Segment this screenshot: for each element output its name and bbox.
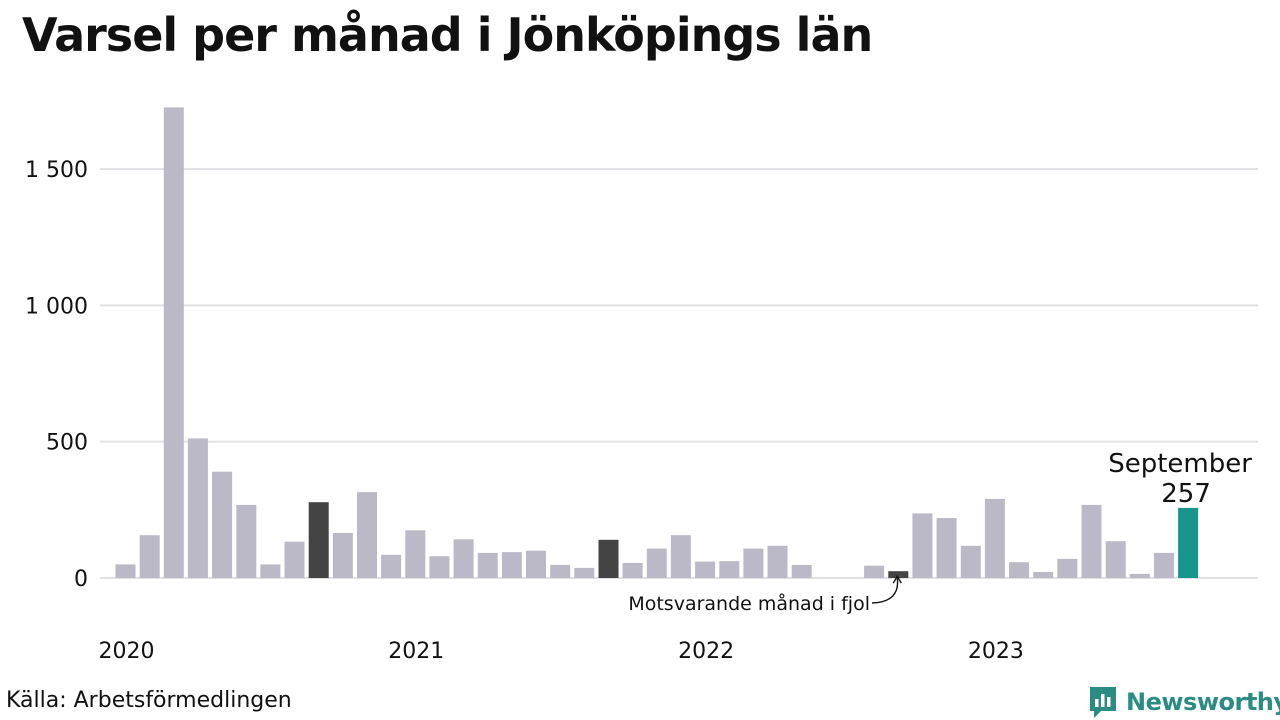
- bar-comparison: [598, 539, 619, 578]
- bar: [719, 561, 740, 578]
- bar: [1033, 572, 1054, 578]
- bar: [187, 438, 208, 578]
- bar: [332, 533, 353, 578]
- x-year-label: 2022: [678, 639, 734, 664]
- bar: [381, 554, 402, 578]
- y-tick-label: 1 500: [25, 158, 88, 183]
- bar: [670, 535, 691, 578]
- annotation-arrow: [871, 578, 899, 604]
- y-tick-label: 0: [74, 567, 88, 592]
- bar: [912, 513, 933, 578]
- bar: [526, 550, 546, 578]
- bar: [550, 564, 571, 578]
- bar: [260, 564, 281, 578]
- bar: [163, 107, 184, 579]
- x-year-label: 2021: [388, 639, 444, 664]
- highlight-month-label: September: [1108, 449, 1252, 479]
- bar: [357, 492, 377, 578]
- bar: [212, 471, 233, 578]
- bar: [1105, 541, 1126, 578]
- chart-title: Varsel per månad i Jönköpings län: [22, 8, 873, 62]
- annotation-arrowhead: [892, 574, 902, 584]
- bar-comparison: [888, 571, 909, 578]
- bar: [501, 552, 522, 578]
- bar: [1154, 552, 1174, 578]
- bar: [1009, 562, 1029, 578]
- bar: [453, 539, 474, 578]
- bar: [767, 545, 788, 578]
- bar: [405, 530, 426, 578]
- bar: [960, 545, 981, 578]
- bar-highlight: [1178, 507, 1199, 578]
- bar: [1057, 558, 1078, 578]
- highlight-value-label: 257: [1161, 479, 1211, 509]
- bar: [791, 564, 812, 578]
- bar: [1129, 573, 1150, 578]
- bar: [429, 556, 450, 578]
- bar: [477, 552, 498, 578]
- bar: [574, 567, 595, 578]
- bar: [139, 535, 160, 578]
- bar: [864, 565, 885, 578]
- bar-comparison: [308, 502, 329, 578]
- bar: [646, 548, 667, 578]
- bar: [284, 541, 305, 578]
- bar: [984, 498, 1005, 578]
- y-tick-label: 1 000: [25, 294, 88, 319]
- annotation-label: Motsvarande månad i fjol: [628, 592, 870, 615]
- y-tick-label: 500: [46, 431, 88, 456]
- x-year-label: 2020: [99, 639, 155, 664]
- newsworthy-logo-icon: [1090, 687, 1116, 718]
- bar: [936, 518, 957, 578]
- bar: [236, 504, 257, 578]
- newsworthy-logo-text: Newsworthy: [1126, 688, 1280, 716]
- x-year-label: 2023: [968, 639, 1024, 664]
- bar: [743, 548, 764, 578]
- bar: [115, 564, 136, 578]
- bar: [1081, 504, 1102, 578]
- bar: [695, 561, 716, 578]
- bar: [622, 563, 643, 578]
- newsworthy-logo: Newsworthy: [1088, 685, 1280, 719]
- source-credit: Källa: Arbetsförmedlingen: [6, 688, 292, 713]
